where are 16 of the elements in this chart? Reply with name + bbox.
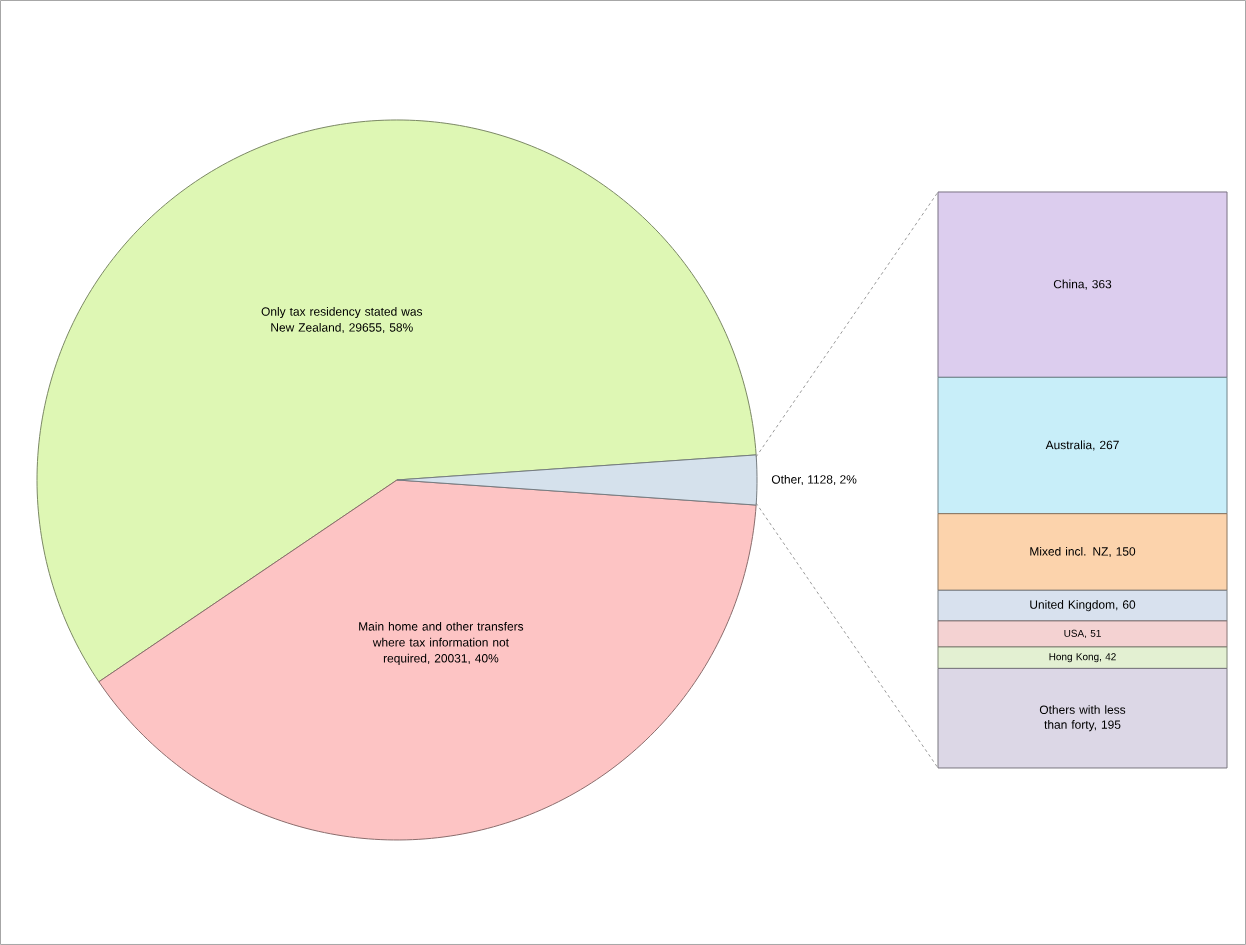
data-label: Mixed incl. NZ, 150 [1030,546,1136,558]
data-label: United Kingdom, 60 [1030,600,1136,612]
slice-label: Only tax residency stated was New Zealand, 29655, 58% [261,306,423,334]
bar [937,191,1228,378]
slice-label: Other, 1128, 2% [771,474,857,486]
data-label: Australia, 267 [1045,440,1119,451]
slice-label: Main home and other transfers where tax information not required, 20031, 40% [359,621,524,665]
data-label: China, 363 [1053,279,1112,290]
bar [937,646,1228,669]
bar [937,513,1228,591]
bar [937,376,1228,515]
data-label: Hong Kong, 42 [1049,653,1116,663]
bar [937,589,1228,622]
data-label: USA, 51 [1064,629,1101,639]
data-label: Others with less than forty, 195 [1039,705,1126,732]
bar [937,620,1228,648]
